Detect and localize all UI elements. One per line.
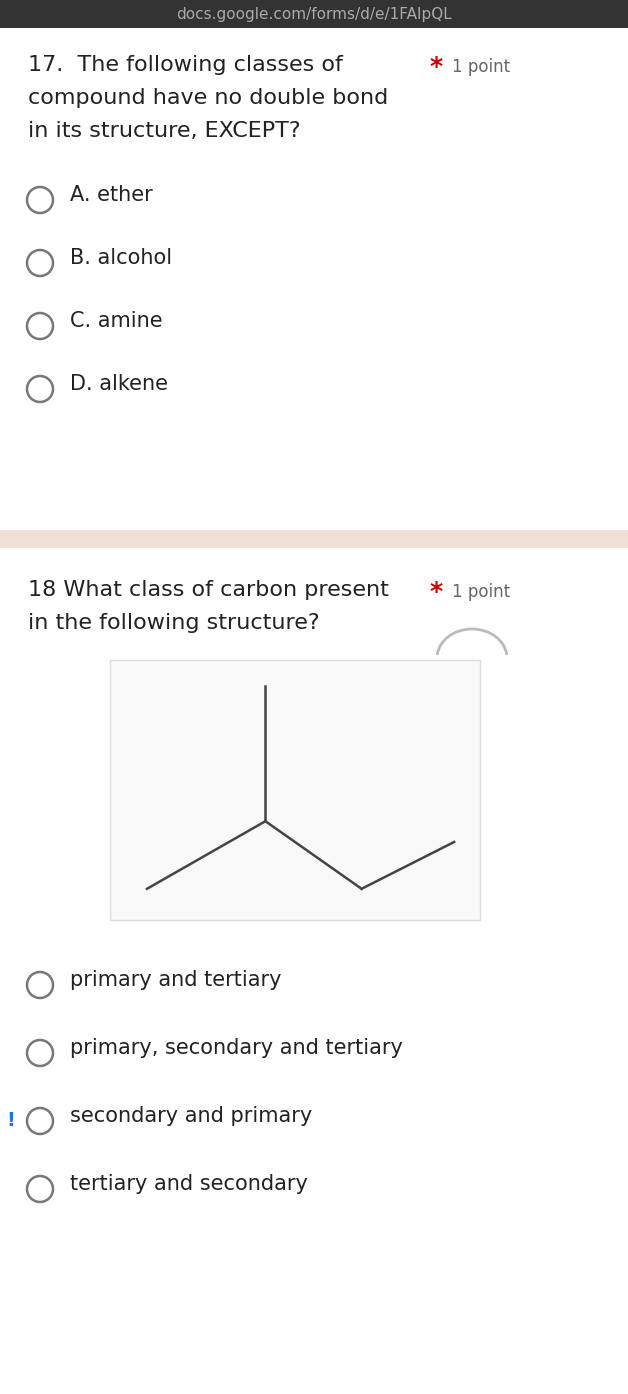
Text: 1 point: 1 point [452,583,510,601]
Text: compound have no double bond: compound have no double bond [28,88,388,107]
Bar [0,31,628,530]
Text: B. alcohol: B. alcohol [70,248,172,268]
Text: docs.google.com/forms/d/e/1FAIpQL: docs.google.com/forms/d/e/1FAIpQL [176,7,452,21]
Bar [0,548,628,1394]
Text: *: * [430,580,443,604]
Text: secondary and primary: secondary and primary [70,1105,312,1126]
Text: in its structure, EXCEPT?: in its structure, EXCEPT? [28,121,301,141]
Bar [0,530,628,548]
Text: 17.  The following classes of: 17. The following classes of [28,54,343,75]
Text: primary and tertiary: primary and tertiary [70,970,281,990]
Text: 18 What class of carbon present: 18 What class of carbon present [28,580,389,599]
Text: D. alkene: D. alkene [70,374,168,395]
Text: !: ! [6,1111,15,1131]
Bar [0,0,628,28]
Text: C. amine: C. amine [70,311,163,330]
Bar [110,659,480,920]
Text: A. ether: A. ether [70,185,153,205]
Text: primary, secondary and tertiary: primary, secondary and tertiary [70,1039,403,1058]
Text: 1 point: 1 point [452,59,510,77]
Text: *: * [430,54,443,79]
Text: in the following structure?: in the following structure? [28,613,320,633]
Text: tertiary and secondary: tertiary and secondary [70,1174,308,1195]
